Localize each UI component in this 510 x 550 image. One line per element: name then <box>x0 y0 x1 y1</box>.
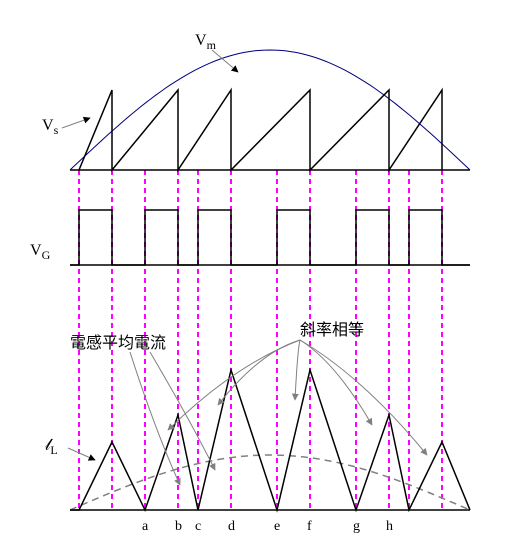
x-tick-e: e <box>274 519 280 534</box>
label-equal-slope: 斜率相等 <box>300 321 364 339</box>
diagram-canvas: Vm Vs VG 𝓁L 電感平均電流 斜率相等 a bc d e f g h <box>0 0 510 550</box>
label-vs: Vs <box>42 117 59 137</box>
panel-vs-vm <box>70 50 470 170</box>
x-tick-f: f <box>307 519 312 534</box>
x-tick-h: h <box>386 519 393 534</box>
x-tick-g: g <box>353 519 360 534</box>
labels: Vm Vs VG 𝓁L 電感平均電流 斜率相等 <box>30 32 427 485</box>
label-vm: Vm <box>195 32 217 52</box>
x-tick-b: b <box>175 519 182 534</box>
label-vg: VG <box>30 242 51 262</box>
x-tick-a: a <box>142 519 149 534</box>
diagram-svg: Vm Vs VG 𝓁L 電感平均電流 斜率相等 a bc d e f g h <box>0 0 510 550</box>
label-avg-current: 電感平均電流 <box>70 334 166 352</box>
x-tick-d: d <box>228 519 235 534</box>
x-tick-c: c <box>195 519 201 534</box>
label-il: 𝓁L <box>45 437 58 457</box>
x-axis-letters: a bc d e f g h <box>142 519 393 534</box>
